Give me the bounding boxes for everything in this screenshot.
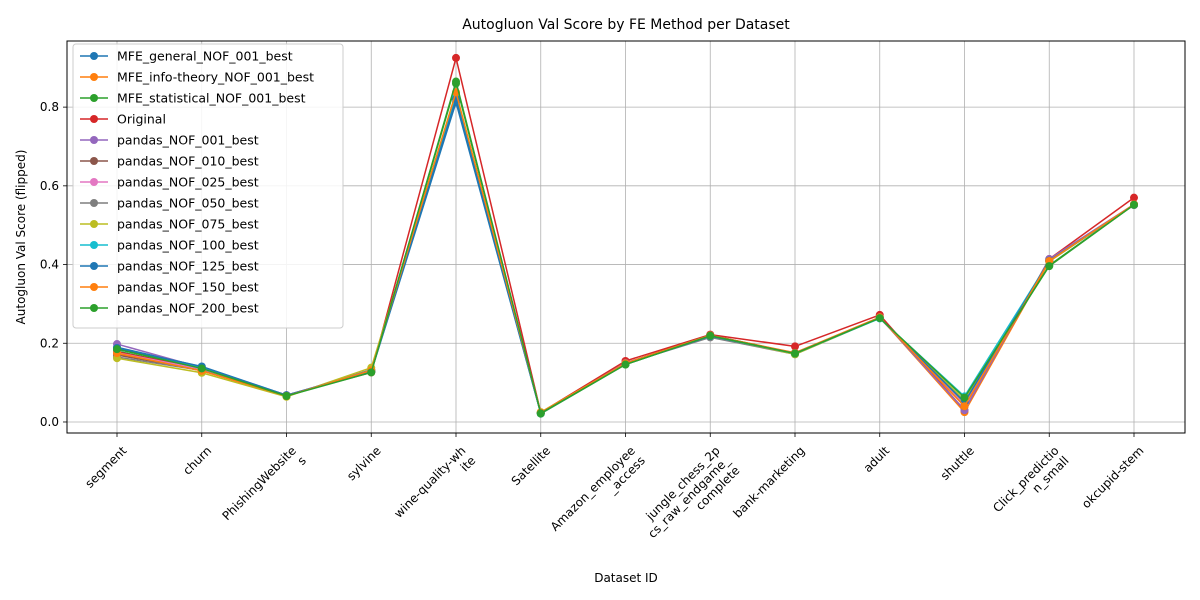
- legend-marker: [90, 262, 98, 270]
- legend-item: MFE_statistical_NOF_001_best: [80, 91, 306, 106]
- y-tick-label: 0.8: [40, 100, 59, 114]
- legend-label: pandas_NOF_025_best: [117, 175, 259, 190]
- legend-label: pandas_NOF_100_best: [117, 238, 259, 253]
- legend-marker: [90, 304, 98, 312]
- legend-marker: [90, 52, 98, 60]
- plot-frame: [66, 40, 1186, 434]
- data-point: [452, 53, 460, 62]
- legend-item: pandas_NOF_075_best: [80, 217, 259, 232]
- data-point: [791, 349, 799, 358]
- y-axis-label: Autogluon Val Score (flipped): [14, 150, 28, 325]
- legend-marker: [90, 73, 98, 81]
- series-layer: [113, 53, 1138, 418]
- y-tick-label: 0.2: [40, 336, 59, 350]
- data-point: [960, 393, 969, 402]
- legend-item: pandas_NOF_150_best: [80, 280, 259, 295]
- legend-label: pandas_NOF_001_best: [117, 133, 259, 148]
- legend-item: pandas_NOF_200_best: [80, 301, 259, 316]
- legend-label: pandas_NOF_075_best: [117, 217, 259, 232]
- legend-marker: [90, 220, 98, 228]
- data-point: [113, 345, 121, 354]
- data-point: [1045, 262, 1054, 271]
- y-tick-label: 0.0: [40, 415, 59, 429]
- legend-item: pandas_NOF_125_best: [80, 259, 259, 274]
- legend-item: MFE_general_NOF_001_best: [80, 49, 293, 64]
- data-point: [1130, 193, 1138, 202]
- legend-label: pandas_NOF_010_best: [117, 154, 259, 169]
- data-point: [282, 392, 291, 401]
- data-point: [960, 402, 969, 411]
- data-point: [1130, 200, 1138, 209]
- legend-box: [72, 43, 344, 329]
- legend-label: MFE_general_NOF_001_best: [117, 49, 293, 64]
- data-point: [791, 342, 799, 351]
- legend-marker: [90, 136, 98, 144]
- legend-label: MFE_statistical_NOF_001_best: [117, 91, 306, 106]
- legend: MFE_general_NOF_001_best MFE_info-theory_…: [72, 43, 344, 329]
- data-point: [197, 364, 206, 373]
- data-point: [536, 409, 545, 418]
- legend-label: pandas_NOF_050_best: [117, 196, 259, 211]
- legend-label: MFE_info-theory_NOF_001_best: [117, 70, 314, 85]
- data-point: [621, 360, 630, 369]
- legend-label: Original: [117, 112, 166, 127]
- chart-title: Autogluon Val Score by FE Method per Dat…: [462, 17, 790, 33]
- legend-label: pandas_NOF_200_best: [117, 301, 259, 316]
- legend-label: pandas_NOF_150_best: [117, 280, 259, 295]
- legend-item: pandas_NOF_025_best: [80, 175, 259, 190]
- legend-item: pandas_NOF_010_best: [80, 154, 259, 169]
- legend-marker: [90, 241, 98, 249]
- data-point: [706, 331, 715, 340]
- legend-item: Original: [80, 112, 166, 127]
- legend-label: pandas_NOF_125_best: [117, 259, 259, 274]
- legend-marker: [90, 178, 98, 186]
- legend-item: pandas_NOF_001_best: [80, 133, 259, 148]
- y-tick-label: 0.6: [40, 179, 59, 193]
- legend-item: pandas_NOF_100_best: [80, 238, 259, 253]
- data-point: [452, 77, 460, 86]
- legend-marker: [90, 94, 98, 102]
- legend-marker: [90, 283, 98, 291]
- legend-item: MFE_info-theory_NOF_001_best: [80, 70, 314, 85]
- legend-marker: [90, 157, 98, 165]
- legend-marker: [90, 115, 98, 123]
- series-pandas_NOF_200_best: [113, 77, 1138, 418]
- legend-marker: [90, 199, 98, 207]
- data-point: [367, 368, 376, 377]
- legend-item: pandas_NOF_050_best: [80, 196, 259, 211]
- y-tick-label: 0.4: [40, 258, 59, 272]
- x-axis-label: Dataset ID: [594, 571, 658, 585]
- data-point: [875, 314, 884, 323]
